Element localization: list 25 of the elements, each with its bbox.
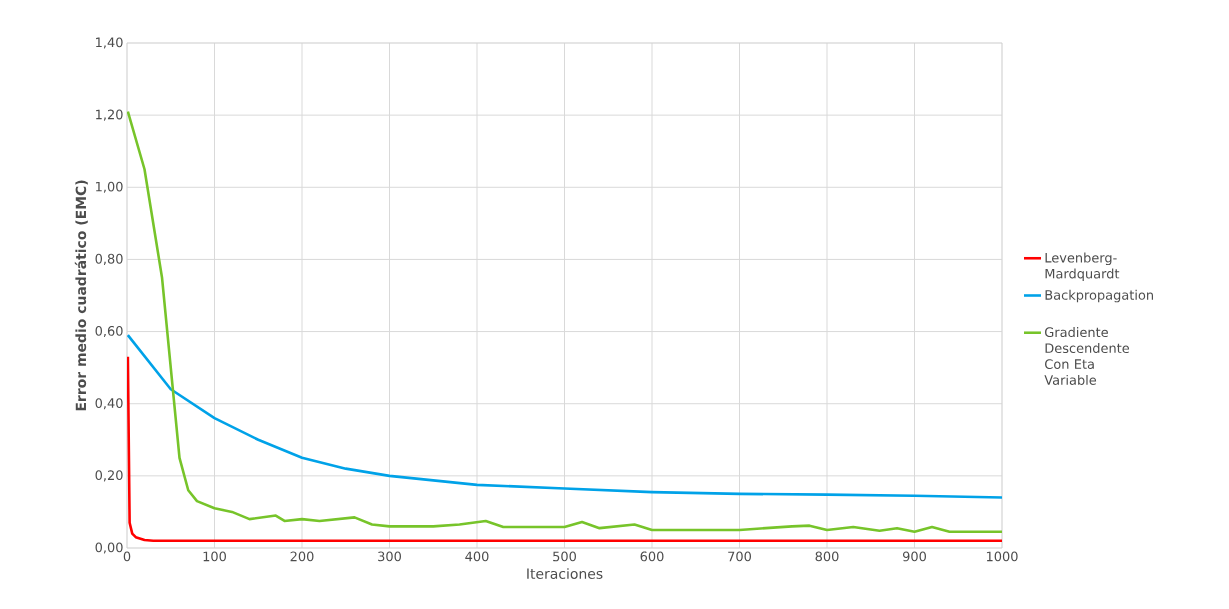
x-tick-label: 900 [902,551,926,562]
y-axis-title: Error medio cuadrático (EMC) [74,180,88,411]
y-tick-label: 0,00 [95,542,123,554]
y-tick-label: 0,20 [95,470,123,482]
x-tick-label: 300 [378,551,401,562]
legend-label: Gradiente Descendente Con Eta Variable [1044,327,1130,385]
x-tick-label: 800 [815,551,839,562]
line-series [127,333,1003,499]
x-tick-label: 500 [553,551,576,562]
x-tick-label: 400 [465,551,489,562]
legend-label: Backpropagation [1045,289,1153,303]
y-tick-label: 0,40 [95,398,123,410]
y-tick-label: 0,80 [95,253,123,265]
x-tick-label: 700 [728,551,751,562]
x-tick-label: 100 [203,551,226,562]
x-tick-label: 200 [290,551,314,562]
x-axis-title: Iteraciones [527,568,603,579]
legend-label: Levenberg-Mardquardt [1045,252,1120,282]
x-tick-label: 600 [640,551,664,562]
y-tick-label: 0,60 [95,326,123,338]
y-tick-label: 1,20 [96,109,123,121]
x-tick-label: 1000 [986,551,1018,562]
y-tick-label: 1,00 [96,181,123,193]
x-tick-label: 0 [123,551,131,562]
y-tick-label: 1,40 [96,37,123,49]
